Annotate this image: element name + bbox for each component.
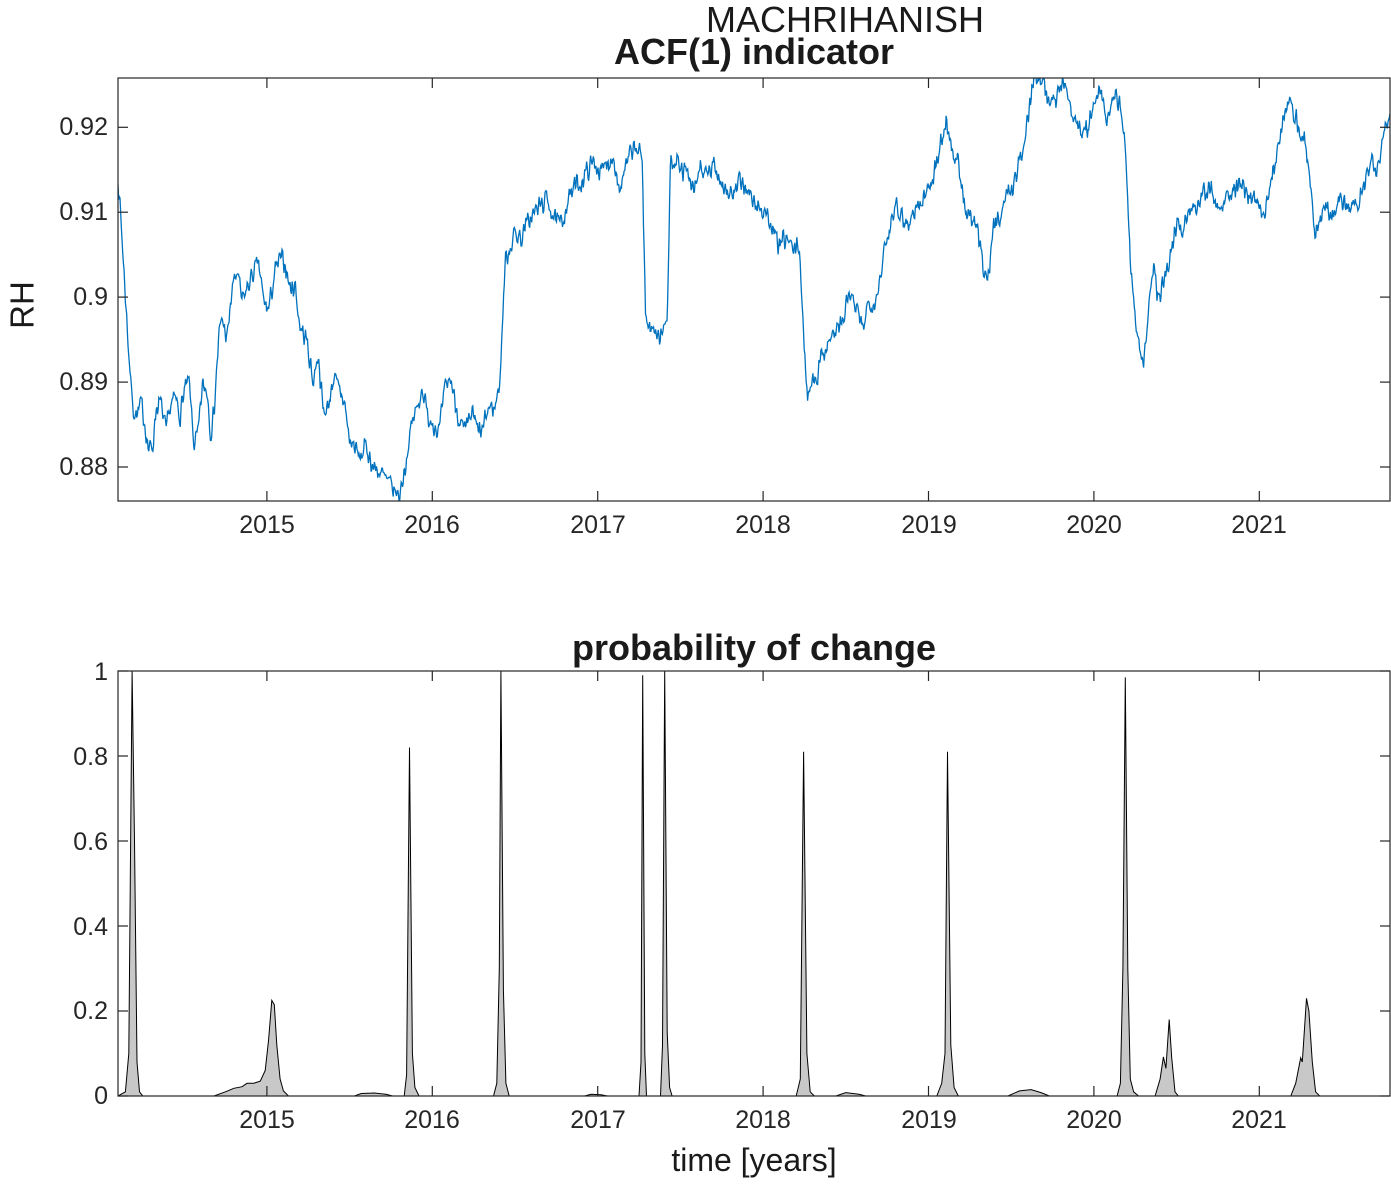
ytick-label: 0.88 <box>59 453 108 481</box>
xtick-label: 2021 <box>1231 511 1287 539</box>
ytick-label: 1 <box>94 658 108 686</box>
bottom-chart-title: probability of change <box>571 627 937 668</box>
ytick-label: 0.8 <box>73 743 108 771</box>
xtick-label: 2017 <box>570 1106 626 1134</box>
xtick-label: 2020 <box>1066 511 1122 539</box>
ytick-label: 0 <box>94 1082 108 1110</box>
top-chart-title: ACF(1) indicator <box>613 31 894 72</box>
ytick-label: 0.2 <box>73 997 108 1025</box>
ytick-label: 0.92 <box>59 113 108 141</box>
xtick-label: 2018 <box>735 511 791 539</box>
time-axis-label: time [years] <box>671 1142 837 1178</box>
xtick-label: 2019 <box>901 511 957 539</box>
figure-title: MACHRIHANISH <box>705 0 984 40</box>
xtick-label: 2016 <box>404 1106 460 1134</box>
xtick-label: 2018 <box>735 1106 791 1134</box>
ytick-label: 0.6 <box>73 828 108 856</box>
ytick-label: 0.91 <box>59 198 108 226</box>
xtick-label: 2019 <box>901 1106 957 1134</box>
xtick-label: 2020 <box>1066 1106 1122 1134</box>
ytick-label: 0.89 <box>59 368 108 396</box>
ytick-label: 0.4 <box>73 913 108 941</box>
xtick-label: 2017 <box>570 511 626 539</box>
xtick-label: 2021 <box>1231 1106 1287 1134</box>
xtick-label: 2015 <box>239 511 295 539</box>
ytick-label: 0.9 <box>73 283 108 311</box>
xtick-label: 2015 <box>239 1106 295 1134</box>
xtick-label: 2016 <box>404 511 460 539</box>
